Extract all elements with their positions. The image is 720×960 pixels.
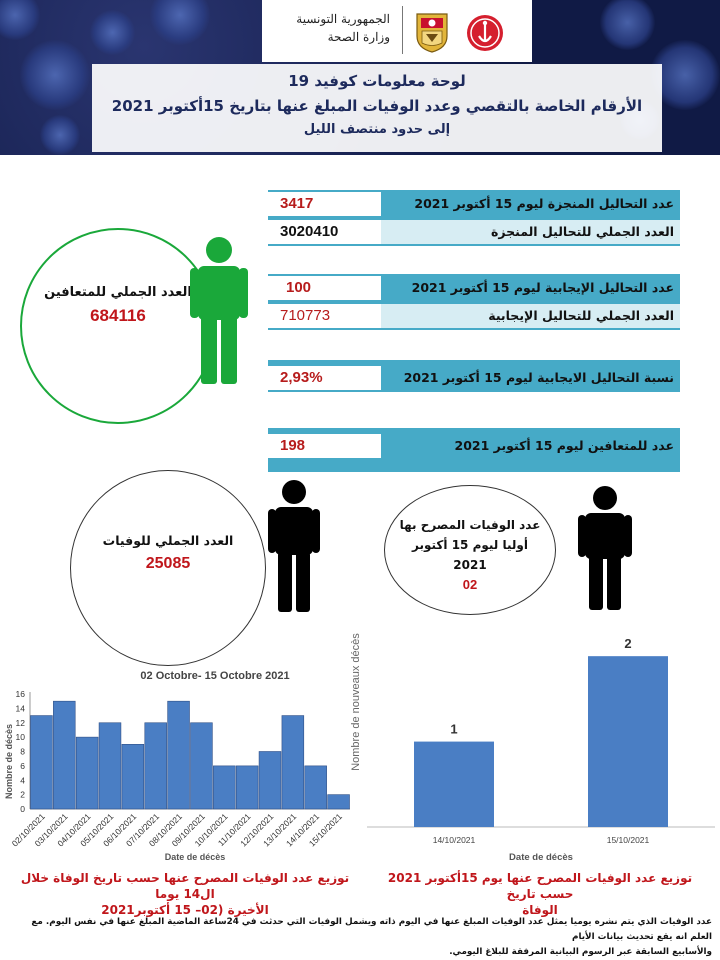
- bar: [235, 765, 259, 810]
- bar: [281, 715, 305, 810]
- footnote: عدد الوفيات الذي يتم نشره يوميا يمثل عدد…: [8, 915, 712, 960]
- deaths-declared-value: 02: [462, 577, 478, 592]
- bar: [258, 751, 282, 810]
- bar: [53, 700, 76, 810]
- y-tick-label: 4: [20, 775, 25, 785]
- deaths-declared-line1: عدد الوفيات المصرح بها: [399, 518, 541, 532]
- stat-positive-total: 710773 العدد الجملي للتحاليل الإيجابية: [268, 304, 680, 328]
- stat-label: عدد التحاليل الإيجابية ليوم 15 أكتوبر 20…: [411, 280, 674, 295]
- stat-label: نسبة التحاليل الايجابية ليوم 15 أكتوبر 2…: [403, 370, 674, 385]
- x-tick-label: 14/10/2021: [433, 835, 476, 845]
- bar: [75, 736, 99, 810]
- person-icon: [190, 237, 248, 384]
- caption-line: توزيع عدد الوفيات المصرح عنها يوم 15أكتو…: [387, 871, 693, 901]
- bar: [304, 765, 327, 810]
- caption-line: الوفاة: [522, 903, 558, 917]
- virus-icon: [40, 115, 80, 155]
- recovered-total-value: 684116: [90, 306, 146, 325]
- stat-value: 198: [268, 434, 381, 458]
- tunisia-emblem-icon: [416, 13, 448, 53]
- divider: [402, 6, 403, 54]
- bar: [213, 765, 236, 810]
- stat-positive-today: 100 عدد التحاليل الإيجابية ليوم 15 أكتوب…: [268, 276, 680, 300]
- ministry-line-2: وزارة الصحة: [327, 30, 390, 44]
- ministry-line-1: الجمهورية التونسية: [296, 12, 390, 26]
- recovered-total-label: العدد الجملي للمتعافين: [44, 285, 192, 300]
- stat-value: 2,93%: [268, 366, 381, 390]
- virus-icon: [150, 0, 210, 45]
- x-axis-title: Date de décès: [509, 852, 573, 863]
- stat-recovered-today: 198 عدد للمتعافين ليوم 15 أكتوبر 2021: [268, 434, 680, 458]
- y-tick-label: 12: [16, 718, 26, 728]
- bar: [167, 700, 190, 810]
- stat-label: عدد التحاليل المنجزة ليوم 15 أكتوبر 2021: [414, 196, 674, 211]
- deaths-total-circle: العدد الجملي للوفيات 25085: [70, 470, 266, 666]
- bar: [30, 715, 53, 810]
- dashboard-title: لوحة معلومات كوفيد 19: [288, 72, 466, 90]
- bar: [98, 722, 122, 810]
- y-axis-title: Nombre de décès: [4, 724, 14, 799]
- deaths-14-days-chart: 02 Octobre- 15 Octobre 2021 0 2 4 6 8 10 12 14 16…: [4, 670, 350, 862]
- virus-icon: [0, 0, 40, 40]
- footnote-line: والأسابيع السابقة عبر الرسوم البيانية ال…: [449, 947, 712, 957]
- bar: [327, 794, 350, 810]
- y-tick-label: 10: [16, 732, 26, 742]
- bar: [588, 656, 668, 827]
- person-icon: [578, 486, 632, 610]
- dashboard-time-note: إلى حدود منتصف الليل: [303, 122, 451, 137]
- stat-value: 710773: [268, 304, 381, 328]
- stat-tests-today: 3417 عدد التحاليل المنجزة ليوم 15 أكتوبر…: [268, 192, 680, 216]
- right-chart-caption: توزيع عدد الوفيات المصرح عنها يوم 15أكتو…: [370, 870, 710, 918]
- person-icon: [268, 480, 320, 612]
- virus-icon: [600, 0, 655, 50]
- deaths-total-label: العدد الجملي للوفيات: [102, 533, 234, 548]
- deaths-declared-circle: عدد الوفيات المصرح بها أوليا ليوم 15 أكت…: [384, 485, 556, 615]
- x-axis-title: Date de décès: [165, 852, 226, 862]
- ministry-name: الجمهورية التونسية وزارة الصحة: [270, 10, 390, 46]
- stat-label: عدد للمتعافين ليوم 15 أكتوبر 2021: [454, 438, 674, 453]
- stat-label: العدد الجملي للتحاليل المنجزة: [490, 224, 674, 239]
- deaths-by-date-chart: 1 14/10/2021 2 15/10/2021 Date de décès Nombr…: [350, 633, 715, 863]
- y-tick-label: 0: [20, 804, 25, 814]
- y-tick-label: 2: [20, 790, 25, 800]
- bar: [121, 744, 145, 810]
- deaths-declared-line3: 2021: [453, 558, 487, 572]
- y-tick-label: 6: [20, 761, 25, 771]
- virus-icon: [90, 10, 135, 55]
- left-chart-caption: توزيع عدد الوفيات المصرح عنها حسب تاريخ …: [20, 870, 350, 918]
- stat-label: العدد الجملي للتحاليل الإيجابية: [488, 308, 674, 323]
- header-banner: الجمهورية التونسية وزارة الصحة لوحة معلو…: [0, 0, 720, 155]
- deaths-declared-line2: أوليا ليوم 15 أكتوبر: [412, 538, 528, 552]
- title-panel: لوحة معلومات كوفيد 19 الأرقام الخاصة بال…: [92, 64, 662, 152]
- virus-icon: [20, 40, 90, 110]
- data-label: 2: [624, 636, 631, 651]
- stat-value: 3417: [268, 192, 381, 216]
- bar: [414, 741, 494, 827]
- dashboard-subtitle: الأرقام الخاصة بالتقصي وعدد الوفيات المب…: [111, 97, 643, 115]
- bar: [144, 722, 167, 810]
- chart-title: 02 Octobre- 15 Octobre 2021: [140, 670, 289, 682]
- x-tick-label: 15/10/2021: [607, 835, 650, 845]
- footnote-line: عدد الوفيات الذي يتم نشره يوميا يمثل عدد…: [31, 917, 712, 942]
- y-tick-label: 14: [16, 703, 26, 713]
- y-axis-title: Nombre de nouveaux décès: [350, 633, 362, 771]
- stat-value: 3020410: [268, 220, 381, 244]
- bar: [190, 722, 213, 810]
- caption-line: الأخيرة (02– 15 أكتوبر2021: [101, 903, 269, 917]
- y-tick-label: 8: [20, 747, 25, 757]
- stat-value: 100: [268, 276, 381, 300]
- stat-positive-rate: 2,93% نسبة التحاليل الايجابية ليوم 15 أك…: [268, 366, 680, 390]
- caption-line: توزيع عدد الوفيات المصرح عنها حسب تاريخ …: [20, 871, 350, 901]
- red-crescent-icon: [467, 15, 503, 51]
- stat-tests-total: 3020410 العدد الجملي للتحاليل المنجزة: [268, 220, 680, 244]
- deaths-total-value: 25085: [145, 555, 191, 572]
- data-label: 1: [450, 722, 457, 737]
- y-tick-label: 16: [16, 689, 26, 699]
- recovered-total-circle: العدد الجملي للمتعافين 684116: [20, 228, 216, 424]
